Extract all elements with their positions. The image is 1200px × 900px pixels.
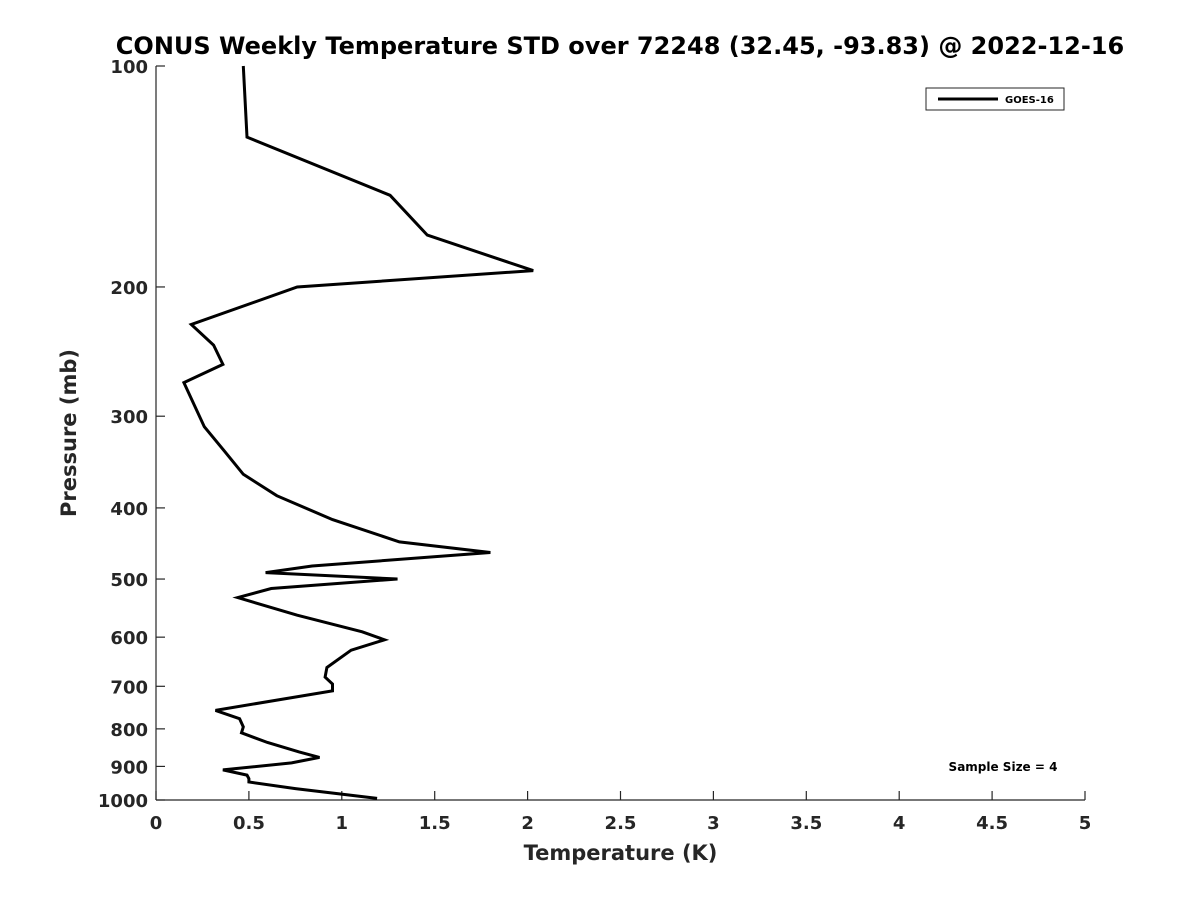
sample-size-annotation: Sample Size = 4 [949, 760, 1058, 774]
x-tick-label: 3.5 [790, 813, 822, 834]
x-tick-label: 4.5 [976, 813, 1008, 834]
x-tick-label: 3 [707, 813, 720, 834]
y-tick-label: 600 [110, 628, 148, 649]
legend: GOES-16 [925, 87, 1065, 111]
x-tick-label: 2.5 [605, 813, 637, 834]
x-tick-label: 1.5 [419, 813, 451, 834]
plot-area: 0 0.5 1 1.5 2 2.5 3 3.5 4 4.5 5 100 200 300 400 500 600… [98, 57, 1091, 834]
y-tick-label: 200 [110, 278, 148, 299]
chart-title: CONUS Weekly Temperature STD over 72248 … [116, 32, 1124, 60]
y-axis-label: Pressure (mb) [57, 349, 81, 517]
x-tick-label: 0.5 [233, 813, 265, 834]
y-tick-label: 700 [110, 677, 148, 698]
y-tick-label: 100 [110, 57, 148, 78]
x-tick-label: 2 [521, 813, 534, 834]
x-tick-label: 0 [150, 813, 163, 834]
y-tick-label: 1000 [98, 791, 148, 812]
x-tick-label: 4 [893, 813, 906, 834]
x-tick-label: 1 [336, 813, 349, 834]
x-tick-label: 5 [1079, 813, 1092, 834]
y-tick-label: 900 [110, 757, 148, 778]
series-layer [181, 65, 534, 800]
legend-label-goes-16: GOES-16 [1005, 95, 1054, 106]
x-ticks: 0 0.5 1 1.5 2 2.5 3 3.5 4 4.5 5 [150, 791, 1092, 834]
y-tick-label: 300 [110, 407, 148, 428]
y-tick-label: 400 [110, 499, 148, 520]
y-tick-label: 800 [110, 720, 148, 741]
x-axis-label: Temperature (K) [524, 841, 718, 865]
series-line-goes-16 [181, 65, 534, 800]
y-ticks: 100 200 300 400 500 600 700 800 900 1000 [98, 57, 165, 812]
y-tick-label: 500 [110, 570, 148, 591]
